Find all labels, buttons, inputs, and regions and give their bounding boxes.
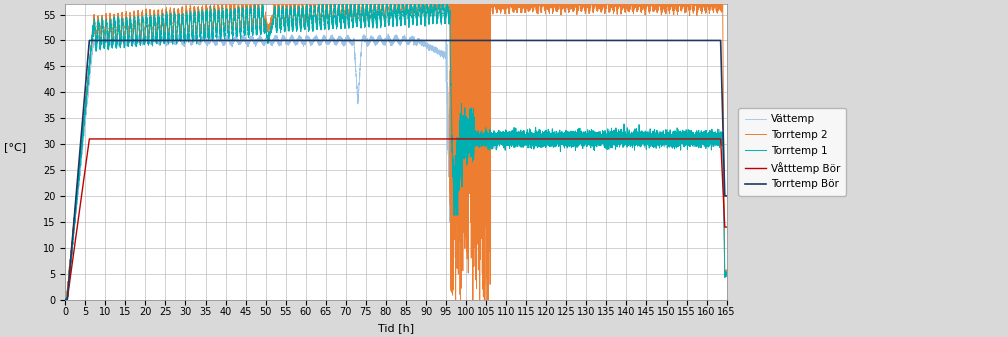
Vättemp bbox=[524, 138, 536, 142]
Vättemp bbox=[59, 298, 72, 302]
Våtttemp Bör bbox=[721, 225, 733, 229]
Line: Torrtemp Bör: Torrtemp Bör bbox=[66, 40, 727, 300]
Torrtemp 1 bbox=[680, 136, 692, 140]
Våtttemp Bör bbox=[84, 137, 96, 141]
Line: Torrtemp 2: Torrtemp 2 bbox=[66, 0, 727, 337]
Torrtemp 1 bbox=[205, 7, 217, 11]
Torrtemp Bör bbox=[680, 38, 692, 42]
Torrtemp Bör bbox=[638, 38, 650, 42]
Våtttemp Bör bbox=[205, 137, 217, 141]
Line: Vättemp: Vättemp bbox=[66, 33, 727, 300]
Torrtemp 1 bbox=[59, 299, 72, 303]
Vättemp bbox=[61, 298, 74, 302]
Torrtemp 2 bbox=[59, 298, 72, 302]
Torrtemp 2 bbox=[205, 5, 217, 9]
Torrtemp 1 bbox=[524, 127, 536, 131]
Torrtemp 2 bbox=[638, 8, 650, 12]
Torrtemp Bör bbox=[524, 38, 536, 42]
Torrtemp Bör bbox=[312, 38, 325, 42]
Torrtemp 1 bbox=[312, 6, 325, 10]
Våtttemp Bör bbox=[638, 137, 650, 141]
Line: Våtttemp Bör: Våtttemp Bör bbox=[66, 139, 727, 300]
Torrtemp 1 bbox=[721, 271, 733, 275]
Torrtemp Bör bbox=[59, 298, 72, 302]
Torrtemp 1 bbox=[341, 7, 353, 11]
Våtttemp Bör bbox=[312, 137, 325, 141]
Våtttemp Bör bbox=[341, 137, 353, 141]
Torrtemp 1 bbox=[638, 136, 650, 140]
Vättemp bbox=[341, 36, 353, 40]
Torrtemp 1 bbox=[60, 301, 73, 305]
Vättemp bbox=[638, 141, 650, 145]
Vättemp bbox=[721, 274, 733, 278]
Legend: Vättemp, Torrtemp 2, Torrtemp 1, Våtttemp Bör, Torrtemp Bör: Vättemp, Torrtemp 2, Torrtemp 1, Våtttem… bbox=[739, 108, 847, 195]
Torrtemp 2 bbox=[312, 0, 325, 4]
X-axis label: Tid [h]: Tid [h] bbox=[378, 323, 414, 333]
Våtttemp Bör bbox=[524, 137, 536, 141]
Torrtemp 2 bbox=[721, 270, 733, 274]
Torrtemp Bör bbox=[205, 38, 217, 42]
Torrtemp Bör bbox=[84, 38, 96, 42]
Vättemp bbox=[205, 31, 217, 35]
Torrtemp Bör bbox=[341, 38, 353, 42]
Vättemp bbox=[680, 139, 692, 143]
Våtttemp Bör bbox=[680, 137, 692, 141]
Torrtemp 2 bbox=[524, 6, 536, 10]
Vättemp bbox=[205, 36, 217, 40]
Y-axis label: [°C]: [°C] bbox=[4, 142, 26, 152]
Våtttemp Bör bbox=[59, 298, 72, 302]
Vättemp bbox=[312, 39, 325, 43]
Torrtemp Bör bbox=[721, 194, 733, 198]
Line: Torrtemp 1: Torrtemp 1 bbox=[66, 0, 727, 303]
Torrtemp 2 bbox=[680, 7, 692, 11]
Torrtemp 2 bbox=[341, 0, 353, 2]
